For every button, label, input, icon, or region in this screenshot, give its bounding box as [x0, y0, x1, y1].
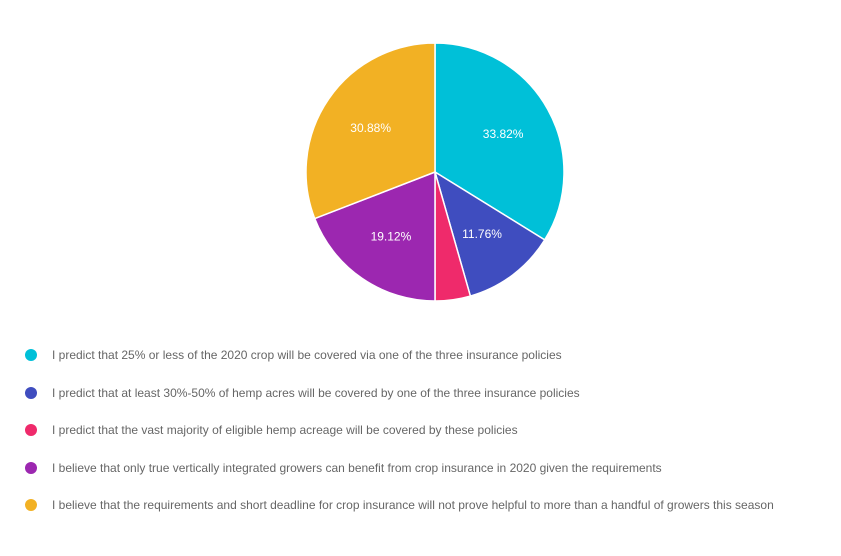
pie-data-labels: 33.82% 11.76% 19.12% 30.88%	[350, 121, 524, 243]
legend-label: I believe that the requirements and shor…	[52, 498, 774, 512]
legend-item-5[interactable]: I believe that the requirements and shor…	[25, 496, 774, 514]
legend-label: I predict that the vast majority of elig…	[52, 423, 518, 437]
pie-data-label-2: 11.76%	[462, 227, 502, 241]
legend-swatch	[25, 461, 37, 474]
legend-label: I believe that only true vertically inte…	[52, 460, 662, 475]
legend-swatch	[25, 424, 37, 436]
pie-slice-5[interactable]	[305, 42, 436, 220]
legend-swatch	[25, 349, 37, 361]
pie-slice-2[interactable]	[433, 170, 546, 297]
pie-data-label-5: 30.88%	[350, 121, 391, 135]
legend-item-4[interactable]: I believe that only true vertically inte…	[25, 459, 774, 477]
legend-item-1[interactable]: I predict that 25% or less of the 2020 c…	[25, 346, 774, 364]
chart-legend: I predict that 25% or less of the 2020 c…	[25, 346, 774, 534]
legend-label: I predict that 25% or less of the 2020 c…	[52, 348, 562, 362]
pie-data-label-1: 33.82%	[483, 127, 524, 141]
pie-data-label-4: 19.12%	[371, 229, 412, 243]
pie-chart: 33.82% 11.76% 19.12% 30.88%	[305, 42, 565, 302]
legend-item-3[interactable]: I predict that the vast majority of elig…	[25, 421, 774, 439]
legend-item-2[interactable]: I predict that at least 30%-50% of hemp …	[25, 384, 774, 402]
pie-slice-1[interactable]	[434, 42, 565, 241]
legend-label: I predict that at least 30%-50% of hemp …	[52, 385, 580, 400]
legend-swatch	[25, 386, 37, 399]
pie-slices	[305, 42, 565, 302]
legend-swatch	[25, 499, 37, 511]
pie-slice-4[interactable]	[313, 170, 436, 302]
